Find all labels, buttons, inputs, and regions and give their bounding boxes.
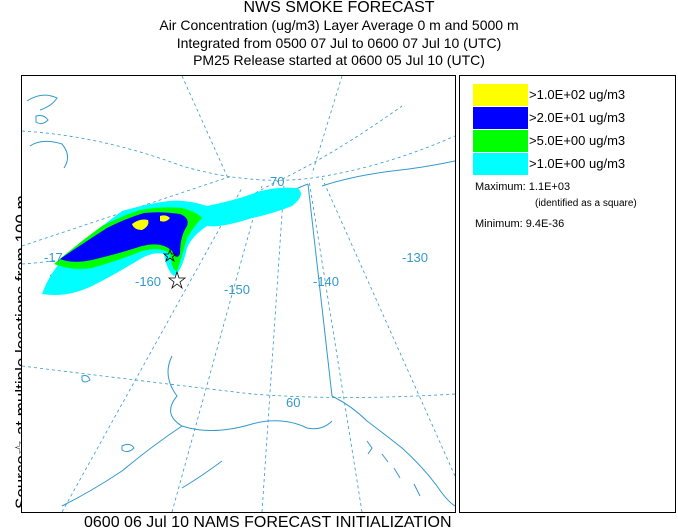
smoke-map: -17 -160 -150 -140 -130 70 60: [21, 75, 456, 513]
maximum-note: (identified as a square): [535, 198, 637, 209]
islands: [35, 115, 421, 497]
legend-item: >2.0E+01 ug/m3: [473, 107, 673, 129]
initialization-label: 0600 06 Jul 10 NAMS FORECAST INITIALIZAT…: [84, 514, 452, 531]
legend-item: >1.0E+00 ug/m3: [473, 153, 673, 175]
legend-swatch: [473, 153, 528, 175]
alaska-map-svg: -17 -160 -150 -140 -130 70 60: [22, 76, 455, 512]
concentration-subtitle: Air Concentration (ug/m3) Layer Average …: [159, 17, 519, 33]
lon-170-label: -17: [44, 250, 63, 265]
forecast-title: NWS SMOKE FORECAST: [243, 0, 435, 16]
lat-70-label: 70: [270, 174, 284, 189]
plume-yellow: [132, 215, 170, 230]
legend-label: >1.0E+02 ug/m3: [529, 87, 626, 102]
legend-item: >5.0E+00 ug/m3: [473, 130, 673, 152]
coastline: [26, 94, 455, 507]
lon-140-label: -140: [313, 274, 339, 289]
source-star-icon: [162, 248, 178, 263]
minimum-value: Minimum: 9.4E-36: [475, 218, 565, 230]
legend-label: >1.0E+00 ug/m3: [529, 156, 626, 171]
legend-swatch: [473, 84, 528, 106]
legend-label: >5.0E+00 ug/m3: [529, 133, 626, 148]
legend-panel: >1.0E+02 ug/m3 >2.0E+01 ug/m3 >5.0E+00 u…: [459, 75, 676, 513]
lon-150-label: -150: [224, 282, 250, 297]
release-start: PM25 Release started at 0600 05 Jul 10 (…: [193, 52, 485, 68]
lat-60-label: 60: [286, 395, 300, 410]
legend-label: >2.0E+01 ug/m3: [529, 110, 626, 125]
legend-swatch: [473, 130, 528, 152]
source-star-icon: [167, 270, 187, 290]
integration-period: Integrated from 0500 07 Jul to 0600 07 J…: [176, 35, 502, 51]
plume-blue: [60, 212, 188, 262]
maximum-value: Maximum: 1.1E+03: [475, 181, 571, 193]
legend-swatch: [473, 107, 528, 129]
smoke-plume: [42, 187, 301, 295]
legend-item: >1.0E+02 ug/m3: [473, 84, 673, 106]
lon-130-label: -130: [402, 250, 428, 265]
source-markers: [162, 248, 187, 290]
lon-160-label: -160: [135, 274, 161, 289]
